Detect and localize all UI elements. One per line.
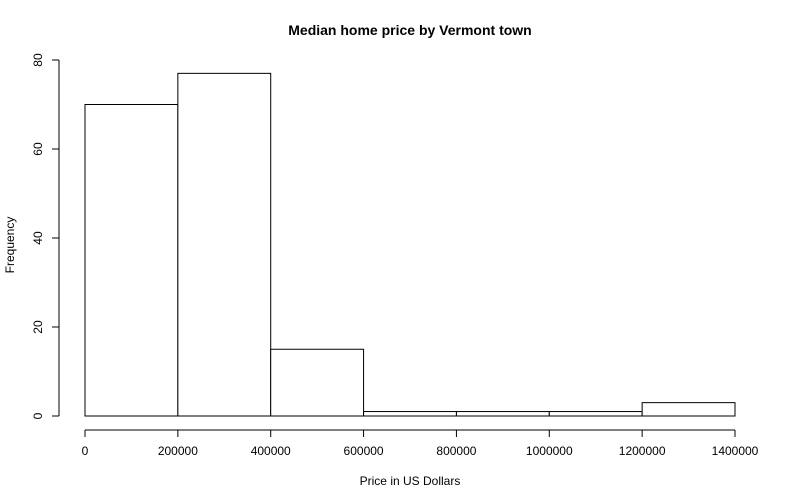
x-tick-label-3: 600000 (344, 444, 384, 458)
chart-title: Median home price by Vermont town (288, 22, 531, 38)
x-tick-label-1: 200000 (158, 444, 198, 458)
y-axis: 0 20 40 60 80 (31, 53, 60, 419)
y-tick-label-3: 60 (31, 142, 45, 156)
histogram-bar-0 (84, 104, 179, 417)
histogram-bar-2 (270, 348, 365, 417)
histogram-bar-4 (455, 411, 550, 417)
y-tick-label-2: 40 (31, 231, 45, 245)
histogram-bar-6 (641, 402, 736, 417)
y-tick-label-1: 20 (31, 320, 45, 334)
histogram-bar-1 (177, 72, 272, 417)
histogram-bar-5 (548, 411, 643, 417)
y-tick-label-4: 80 (31, 53, 45, 67)
x-axis: 0 200000 400000 600000 800000 1000000 1200000 1… (82, 429, 759, 458)
x-tick-label-7: 1400000 (712, 444, 759, 458)
x-tick-label-2: 400000 (251, 444, 291, 458)
x-tick-label-5: 1000000 (526, 444, 573, 458)
histogram-bar-3 (363, 411, 457, 417)
bars-group (84, 72, 736, 417)
y-axis-label: Frequency (3, 217, 17, 274)
x-tick-label-6: 1200000 (619, 444, 666, 458)
y-tick-label-0: 0 (31, 412, 45, 419)
x-axis-label: Price in US Dollars (360, 474, 461, 488)
x-tick-label-0: 0 (82, 444, 89, 458)
x-tick-label-4: 800000 (436, 444, 476, 458)
